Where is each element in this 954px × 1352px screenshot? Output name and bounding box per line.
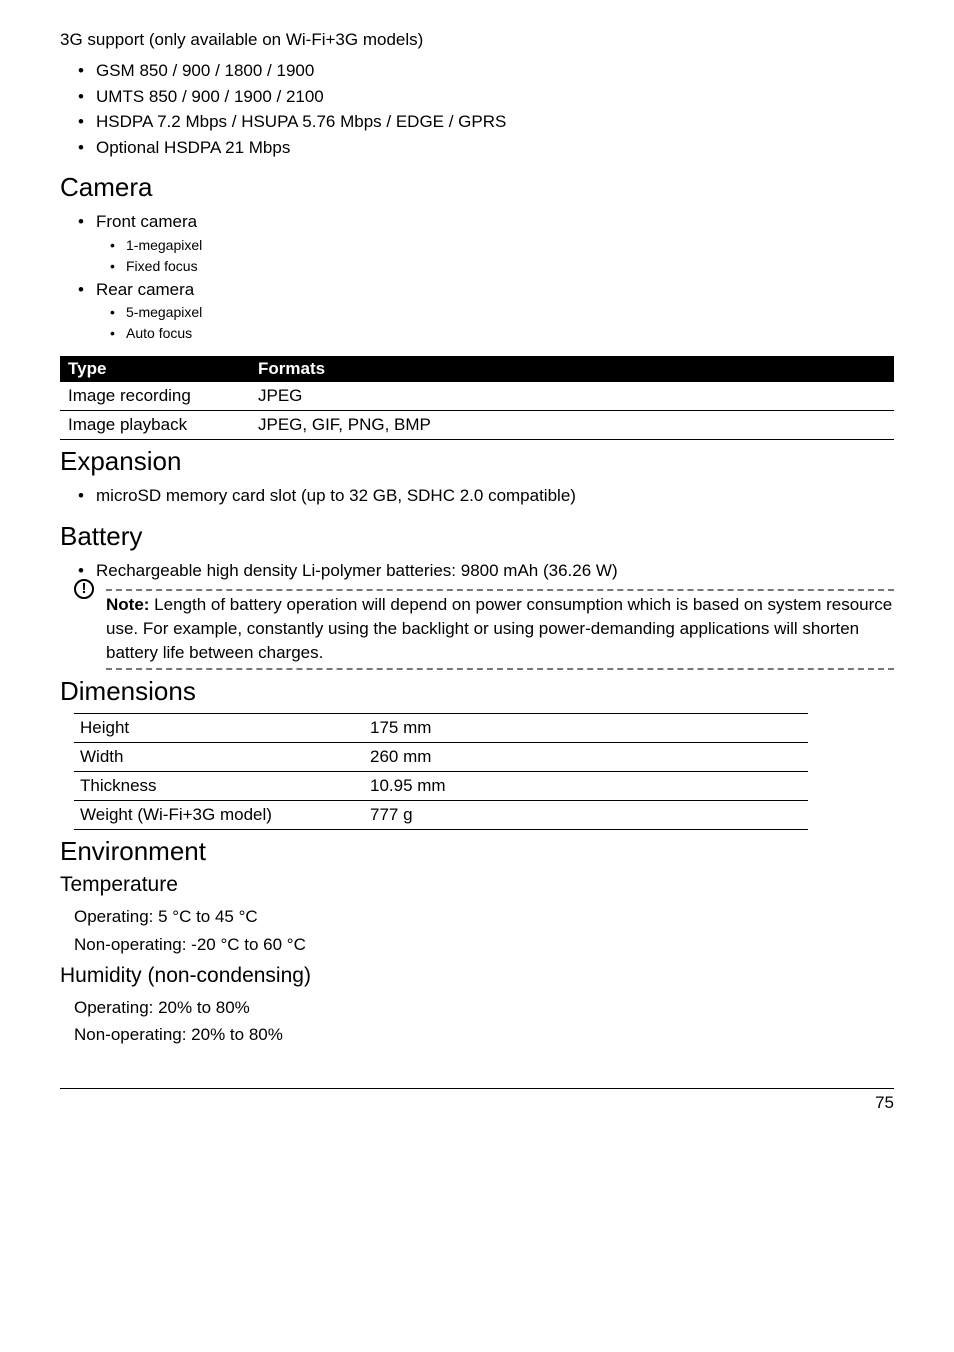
table-cell: JPEG <box>250 382 894 411</box>
table-cell: Width <box>74 743 364 772</box>
table-row: Weight (Wi-Fi+3G model) 777 g <box>74 801 808 830</box>
camera-formats-table: Type Formats Image recording JPEG Image … <box>60 356 894 440</box>
table-cell: Weight (Wi-Fi+3G model) <box>74 801 364 830</box>
table-cell: Thickness <box>74 772 364 801</box>
dimensions-heading: Dimensions <box>60 676 894 707</box>
table-row: Image playback JPEG, GIF, PNG, BMP <box>60 411 894 440</box>
table-header: Formats <box>250 356 894 382</box>
table-header: Type <box>60 356 250 382</box>
table-cell: Image recording <box>60 382 250 411</box>
list-item-label: Front camera <box>96 212 197 231</box>
table-cell: 175 mm <box>364 714 808 743</box>
front-camera-label: Front camera 1-megapixel Fixed focus <box>96 209 894 277</box>
list-item: microSD memory card slot (up to 32 GB, S… <box>96 483 894 509</box>
warning-icon <box>74 579 94 599</box>
list-item: HSDPA 7.2 Mbps / HSUPA 5.76 Mbps / EDGE … <box>96 109 894 135</box>
list-item: UMTS 850 / 900 / 1900 / 2100 <box>96 84 894 110</box>
camera-heading: Camera <box>60 172 894 203</box>
expansion-list: microSD memory card slot (up to 32 GB, S… <box>60 483 894 509</box>
dimensions-table: Height 175 mm Width 260 mm Thickness 10.… <box>74 713 808 830</box>
note-label: Note: <box>106 595 149 614</box>
table-row: Image recording JPEG <box>60 382 894 411</box>
list-item: Rechargeable high density Li-polymer bat… <box>96 558 894 584</box>
threeg-heading: 3G support (only available on Wi-Fi+3G m… <box>60 30 894 50</box>
battery-list: Rechargeable high density Li-polymer bat… <box>60 558 894 584</box>
expansion-heading: Expansion <box>60 446 894 477</box>
camera-list: Front camera 1-megapixel Fixed focus Rea… <box>60 209 894 344</box>
table-cell: 10.95 mm <box>364 772 808 801</box>
env-line: Non-operating: -20 °C to 60 °C <box>60 931 894 958</box>
temperature-heading: Temperature <box>60 873 894 897</box>
environment-heading: Environment <box>60 836 894 867</box>
note-text: Note: Length of battery operation will d… <box>106 591 894 664</box>
page-number: 75 <box>60 1088 894 1113</box>
env-line: Non-operating: 20% to 80% <box>60 1021 894 1048</box>
note-body: Length of battery operation will depend … <box>106 595 892 662</box>
table-cell: Height <box>74 714 364 743</box>
table-row: Thickness 10.95 mm <box>74 772 808 801</box>
list-item: GSM 850 / 900 / 1800 / 1900 <box>96 58 894 84</box>
table-row: Width 260 mm <box>74 743 808 772</box>
list-item: Fixed focus <box>126 256 894 277</box>
list-item: 1-megapixel <box>126 235 894 256</box>
env-line: Operating: 20% to 80% <box>60 994 894 1021</box>
list-item: Optional HSDPA 21 Mbps <box>96 135 894 161</box>
battery-heading: Battery <box>60 521 894 552</box>
threeg-list: GSM 850 / 900 / 1800 / 1900 UMTS 850 / 9… <box>60 58 894 160</box>
table-cell: 260 mm <box>364 743 808 772</box>
table-cell: 777 g <box>364 801 808 830</box>
note-bottom-border <box>106 668 894 670</box>
battery-note: Note: Length of battery operation will d… <box>60 589 894 670</box>
humidity-heading: Humidity (non-condensing) <box>60 964 894 988</box>
list-item: 5-megapixel <box>126 302 894 323</box>
env-line: Operating: 5 °C to 45 °C <box>60 903 894 930</box>
rear-camera-label: Rear camera 5-megapixel Auto focus <box>96 277 894 345</box>
table-cell: Image playback <box>60 411 250 440</box>
table-cell: JPEG, GIF, PNG, BMP <box>250 411 894 440</box>
rear-camera-sublist: 5-megapixel Auto focus <box>96 302 894 344</box>
front-camera-sublist: 1-megapixel Fixed focus <box>96 235 894 277</box>
list-item: Auto focus <box>126 323 894 344</box>
list-item-label: Rear camera <box>96 280 194 299</box>
table-row: Height 175 mm <box>74 714 808 743</box>
